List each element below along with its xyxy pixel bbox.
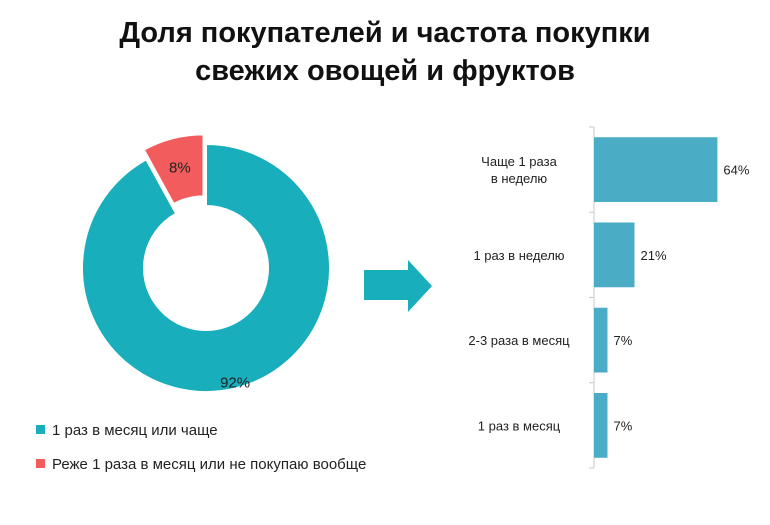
legend-item-2: Реже 1 раза в месяц или не покупаю вообщ… [36,456,366,473]
legend-swatch-2 [36,459,45,468]
legend-swatch-1 [36,425,45,434]
bar-value-label-2: 21% [641,248,667,263]
bar-2 [594,222,635,288]
legend-label-2: Реже 1 раза в месяц или не покупаю вообщ… [52,456,367,473]
donut-slice-2 [142,133,205,206]
bar-1 [594,137,718,203]
donut-slice-label-1: 92% [220,374,250,391]
bar-category-label-1: Чаще 1 раза в неделю [481,154,557,186]
chart-title: Доля покупателей и частота покупки свежи… [0,14,770,90]
bar-category-label-3: 2-3 раза в месяц [468,333,570,348]
donut-slice-label-2: 8% [169,159,191,176]
bar-chart: 64% Чаще 1 раза в неделю 21% 1 раз в неделю 7… [468,126,750,469]
bar-category-label-2: 1 раз в неделю [473,248,564,263]
chart-title-line-1: Доля покупателей и частота покупки [119,17,651,49]
bar-3 [594,307,608,373]
legend-item-1: 1 раз в месяц или чаще [36,422,218,439]
bar-value-label-1: 64% [723,163,749,178]
donut-slice-1 [81,142,331,393]
legend-label-1: 1 раз в месяц или чаще [52,422,218,439]
bar-category-label-4: 1 раз в месяц [478,418,561,433]
bar-value-label-3: 7% [614,333,633,348]
bar-value-label-4: 7% [614,418,633,433]
donut-chart: 92% 8% [81,133,331,393]
chart-title-line-2: свежих овощей и фруктов [195,55,575,87]
bar-4 [594,392,608,458]
right-arrow-icon [364,260,432,312]
